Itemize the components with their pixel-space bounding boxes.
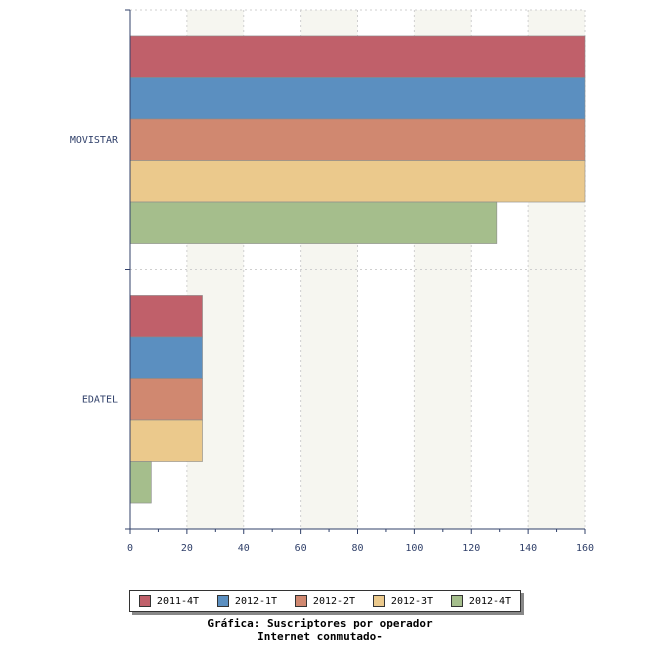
axis-labels: MOVISTAR EDATEL 0 20 40 60 80 100 120 140 160 xyxy=(70,135,594,554)
legend-label: 2012-1T xyxy=(234,595,278,607)
bar-movistar-2012-3t xyxy=(129,160,586,203)
x-tick-label: 80 xyxy=(351,543,363,554)
x-tick-label: 100 xyxy=(405,543,423,554)
category-label: EDATEL xyxy=(82,394,118,405)
x-tick-label: 0 xyxy=(127,543,133,554)
chart-subtitle: Internet conmutado- xyxy=(257,630,383,643)
bar-movistar-2012-4t xyxy=(129,201,498,244)
legend-item: 2012-4T xyxy=(450,595,512,607)
bar-movistar-2012-2t xyxy=(129,118,586,161)
x-tick-label: 120 xyxy=(462,543,480,554)
legend-label: 2012-3T xyxy=(390,595,434,607)
x-tick-label: 40 xyxy=(238,543,250,554)
bar-movistar-2011-4t xyxy=(129,35,586,78)
chart-title: Gráfica: Suscriptores por operador xyxy=(207,617,433,630)
legend-swatch xyxy=(216,595,229,607)
legend-item: 2012-1T xyxy=(216,595,278,607)
x-tick-label: 140 xyxy=(519,543,537,554)
legend-item: 2012-2T xyxy=(294,595,356,607)
chart-caption: Gráfica: Suscriptores por operador Inter… xyxy=(0,617,640,643)
bar-edatel-2011-4t xyxy=(129,295,203,338)
legend-swatch xyxy=(294,595,307,607)
axes xyxy=(125,9,586,534)
x-tick-label: 160 xyxy=(576,543,594,554)
legend-label: 2011-4T xyxy=(156,595,200,607)
bar-edatel-2012-3t xyxy=(129,419,203,462)
bar-edatel-2012-4t xyxy=(129,461,152,504)
legend-swatch xyxy=(372,595,385,607)
bar-movistar-2012-1t xyxy=(129,77,586,120)
category-label: MOVISTAR xyxy=(70,135,119,146)
legend-swatch xyxy=(450,595,463,607)
x-tick-label: 20 xyxy=(181,543,193,554)
bars xyxy=(129,35,586,504)
legend: 2011-4T 2012-1T 2012-2T 2012-3T 2012-4T xyxy=(129,590,521,612)
legend-item: 2011-4T xyxy=(138,595,200,607)
legend-item: 2012-3T xyxy=(372,595,434,607)
x-tick-label: 60 xyxy=(295,543,307,554)
legend-label: 2012-4T xyxy=(468,595,512,607)
bar-edatel-2012-1t xyxy=(129,336,203,379)
legend-label: 2012-2T xyxy=(312,595,356,607)
legend-swatch xyxy=(138,595,151,607)
bar-edatel-2012-2t xyxy=(129,378,203,421)
